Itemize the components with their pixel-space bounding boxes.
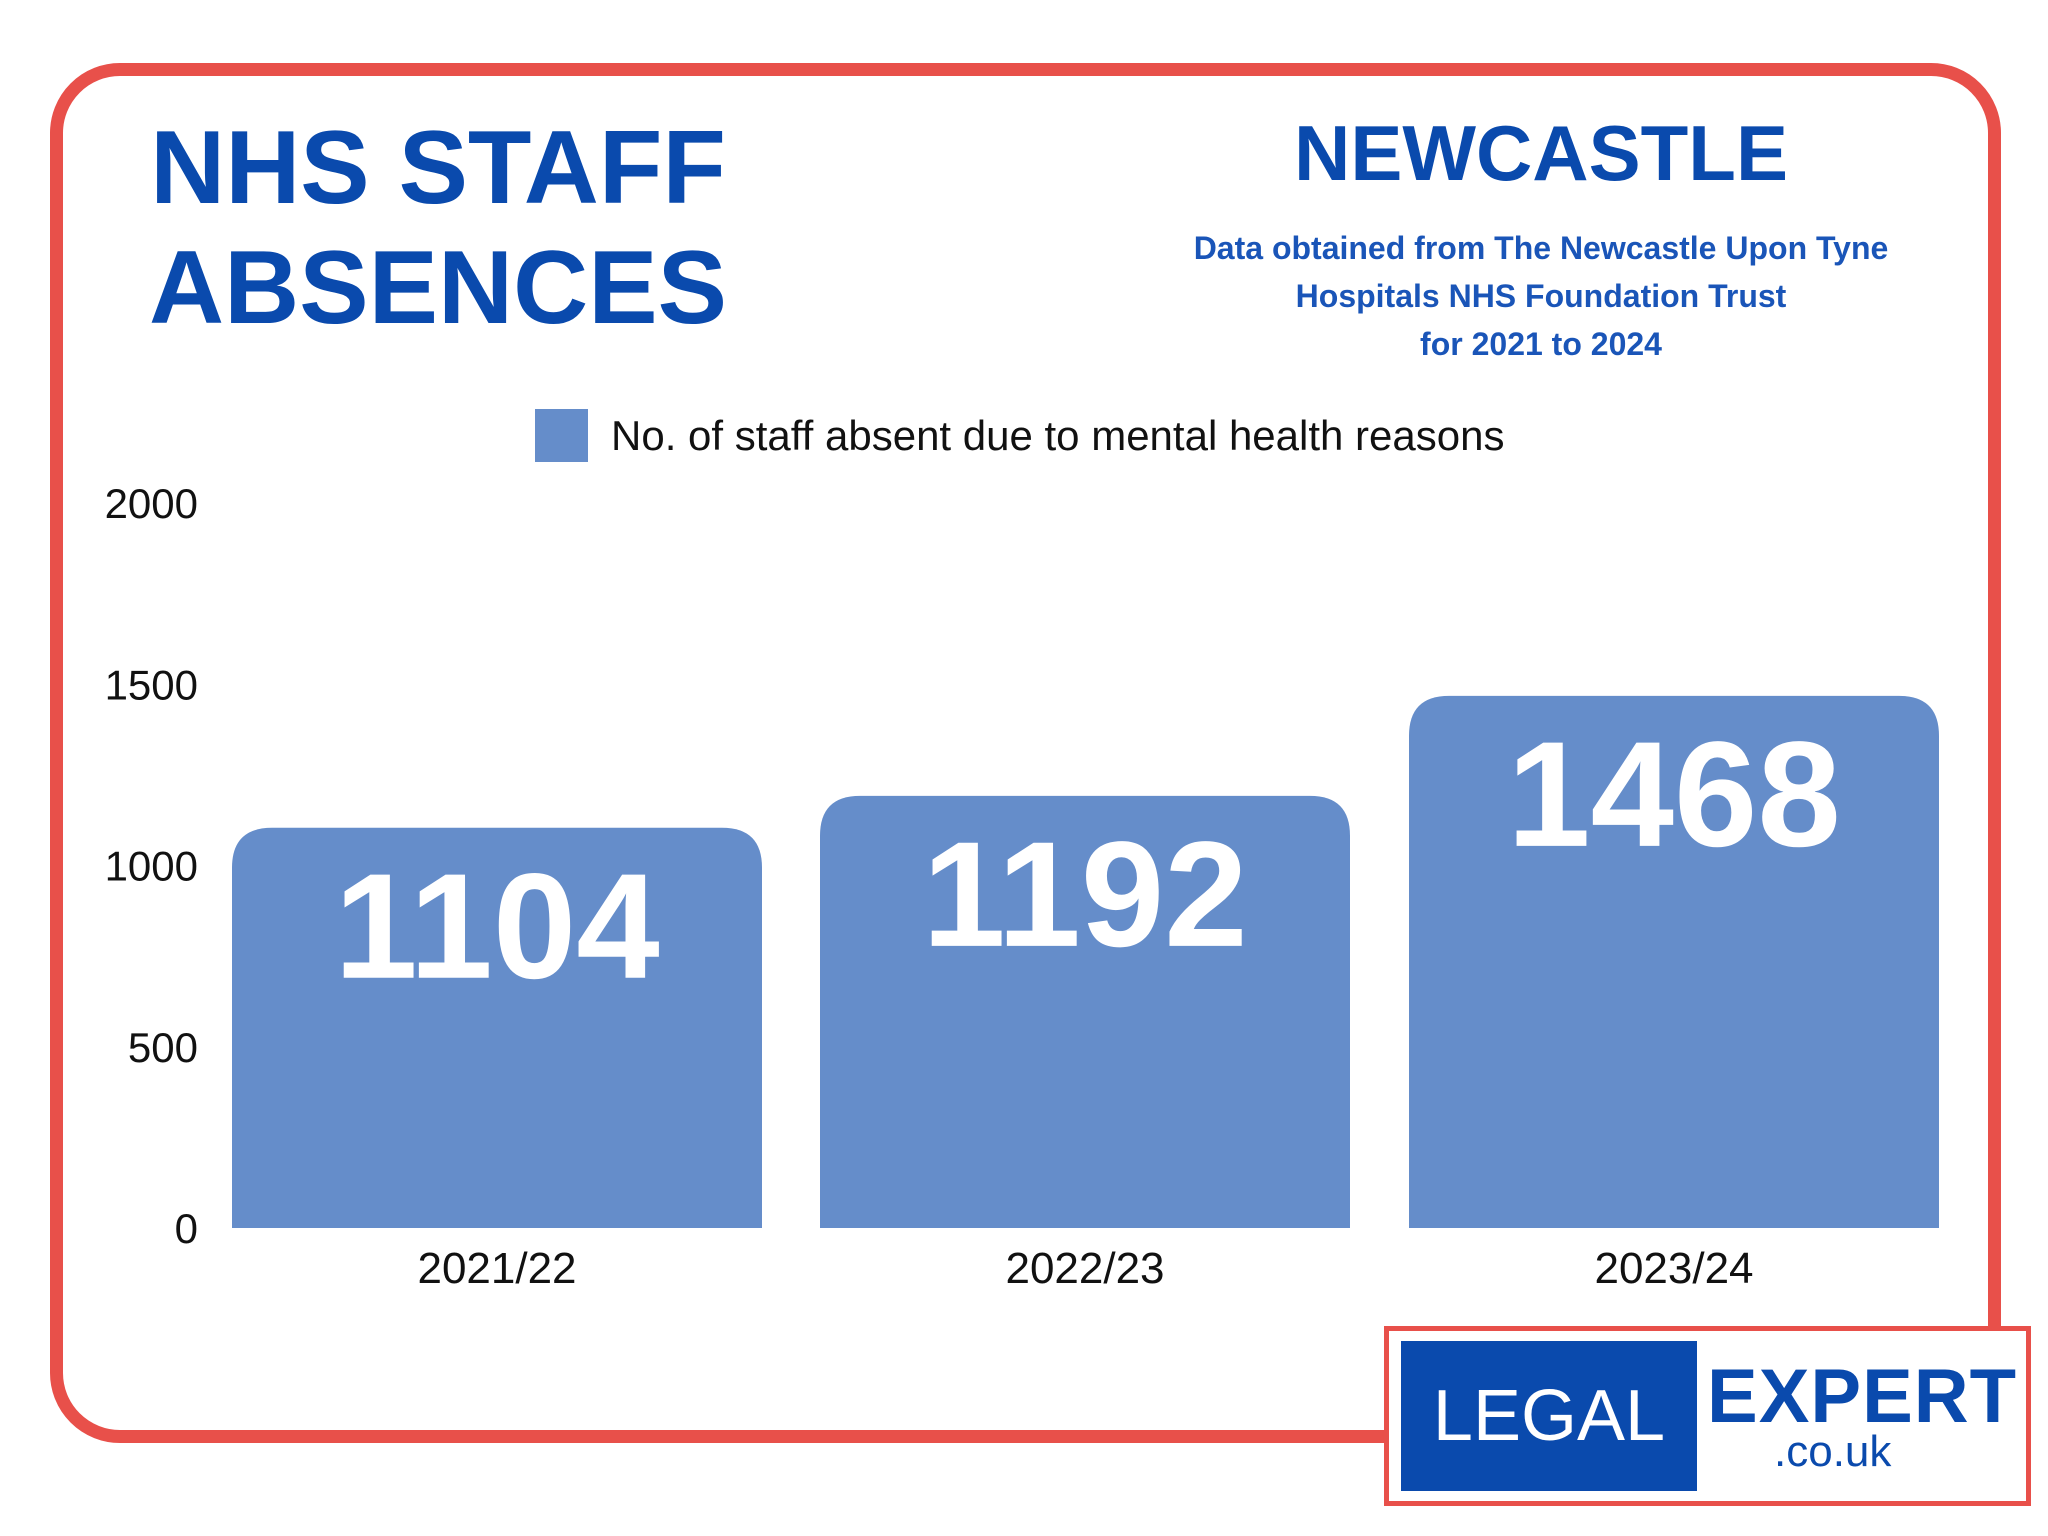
logo-expert: EXPERT: [1707, 1354, 2018, 1439]
location-heading: NEWCASTLE: [1294, 109, 1788, 197]
bar-value-label: 1104: [334, 842, 659, 1010]
source-line-1: Data obtained from The Newcastle Upon Ty…: [1193, 230, 1889, 266]
title-line-2: ABSENCES: [149, 230, 727, 346]
title-line-1: NHS STAFF: [150, 110, 726, 226]
source-note: Data obtained from The Newcastle Upon Ty…: [1091, 224, 1991, 368]
bar-value-label: 1468: [1507, 710, 1841, 878]
legend-label: No. of staff absent due to mental health…: [611, 411, 1505, 459]
logo-legal: LEGAL: [1401, 1341, 1697, 1491]
x-tick-label: 2021/22: [417, 1244, 576, 1293]
bar-value-label: 1192: [922, 810, 1247, 978]
legal-expert-logo: LEGAL EXPERT .co.uk: [1384, 1326, 2031, 1506]
y-tick-label: 500: [128, 1024, 198, 1071]
y-tick-label: 0: [175, 1205, 198, 1252]
y-tick-label: 1500: [105, 661, 198, 708]
page-title: NHS STAFF ABSENCES: [128, 108, 748, 348]
x-tick-label: 2023/24: [1594, 1244, 1753, 1293]
chart-legend: No. of staff absent due to mental health…: [535, 409, 1504, 462]
bar: [1409, 695, 1939, 1228]
bar: [820, 795, 1350, 1228]
source-line-2: Hospitals NHS Foundation Trust: [1295, 278, 1787, 314]
logo-domain: .co.uk: [1774, 1427, 1892, 1476]
x-tick-label: 2022/23: [1005, 1244, 1164, 1293]
y-tick-label: 1000: [105, 843, 198, 890]
source-line-3: for 2021 to 2024: [1420, 326, 1662, 362]
legend-swatch: [535, 409, 588, 462]
y-tick-label: 2000: [105, 480, 198, 527]
bar: [232, 827, 762, 1228]
